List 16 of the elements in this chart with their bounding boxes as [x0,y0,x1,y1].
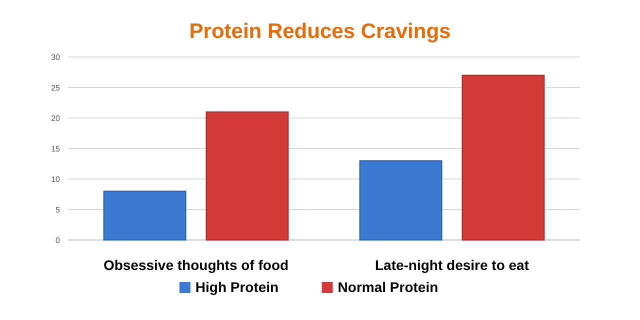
bar [462,74,545,240]
y-tick-label: 30 [51,53,61,62]
y-tick-label: 20 [51,114,61,123]
x-tick-label: Obsessive thoughts of food [103,257,289,273]
legend-label: Normal Protein [338,279,438,295]
y-tick-label: 0 [56,236,61,245]
y-tick-label: 10 [51,175,61,184]
x-tick-label: Late-night desire to eat [374,257,530,273]
bar [103,190,186,240]
y-tick-label: 25 [51,84,61,92]
y-tick-label: 5 [56,206,61,214]
bar [359,160,442,240]
legend-label: High Protein [195,279,279,295]
chart-title: Protein Reduces Cravings [189,20,451,43]
bar [206,111,289,240]
y-tick-label: 15 [51,144,61,154]
